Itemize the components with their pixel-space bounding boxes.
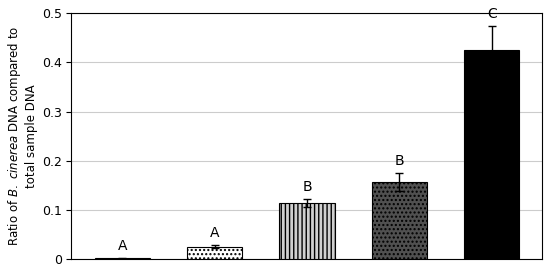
Bar	[279, 203, 335, 259]
Bar	[464, 50, 520, 259]
Text: A: A	[117, 239, 127, 253]
Text: B: B	[302, 180, 312, 194]
Bar	[372, 182, 427, 259]
Y-axis label: Ratio of $B.\ cinerea$ DNA compared to
total sample DNA: Ratio of $B.\ cinerea$ DNA compared to t…	[5, 26, 38, 247]
Bar	[187, 247, 242, 259]
Text: C: C	[487, 7, 496, 21]
Text: B: B	[395, 154, 404, 168]
Text: A: A	[210, 226, 219, 240]
